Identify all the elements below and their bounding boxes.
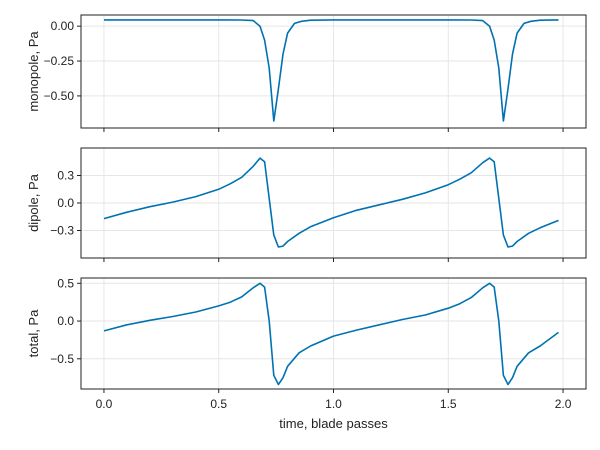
total-panel: 0.5 0.0 −0.5 total, Pa 0.0 0.5 1.0 1.5 2.0 time, … <box>26 276 587 431</box>
total-xtick-label-2: 1.0 <box>325 397 342 411</box>
total-series-line <box>103 282 559 386</box>
total-ytick-label-1: 0.0 <box>57 314 74 328</box>
monopole-ytick-label-0: 0.00 <box>51 19 75 33</box>
monopole-series-line <box>104 19 559 122</box>
total-ytick-label-2: −0.5 <box>50 352 74 366</box>
total-xtick-label-3: 1.5 <box>440 397 457 411</box>
x-axis-label: time, blade passes <box>279 416 388 431</box>
monopole-ytick-label-2: −0.50 <box>44 89 75 103</box>
dipole-ytick-label-2: −0.3 <box>50 224 74 238</box>
monopole-ylabel: monopole, Pa <box>26 31 41 112</box>
total-xtick-label-1: 0.5 <box>210 397 227 411</box>
total-ylabel: total, Pa <box>26 309 41 357</box>
dipole-ytick-label-1: 0.0 <box>57 196 74 210</box>
total-xtick-label-4: 2.0 <box>555 397 572 411</box>
dipole-ytick-label-0: 0.3 <box>57 169 74 183</box>
dipole-panel: 0.3 0.0 −0.3 dipole, Pa <box>26 147 587 262</box>
monopole-ytick-label-1: −0.25 <box>44 54 75 68</box>
total-xtick-label-0: 0.0 <box>96 397 113 411</box>
dipole-series-line <box>103 157 559 248</box>
dipole-ylabel: dipole, Pa <box>26 173 41 232</box>
total-ytick-label-0: 0.5 <box>57 276 74 290</box>
